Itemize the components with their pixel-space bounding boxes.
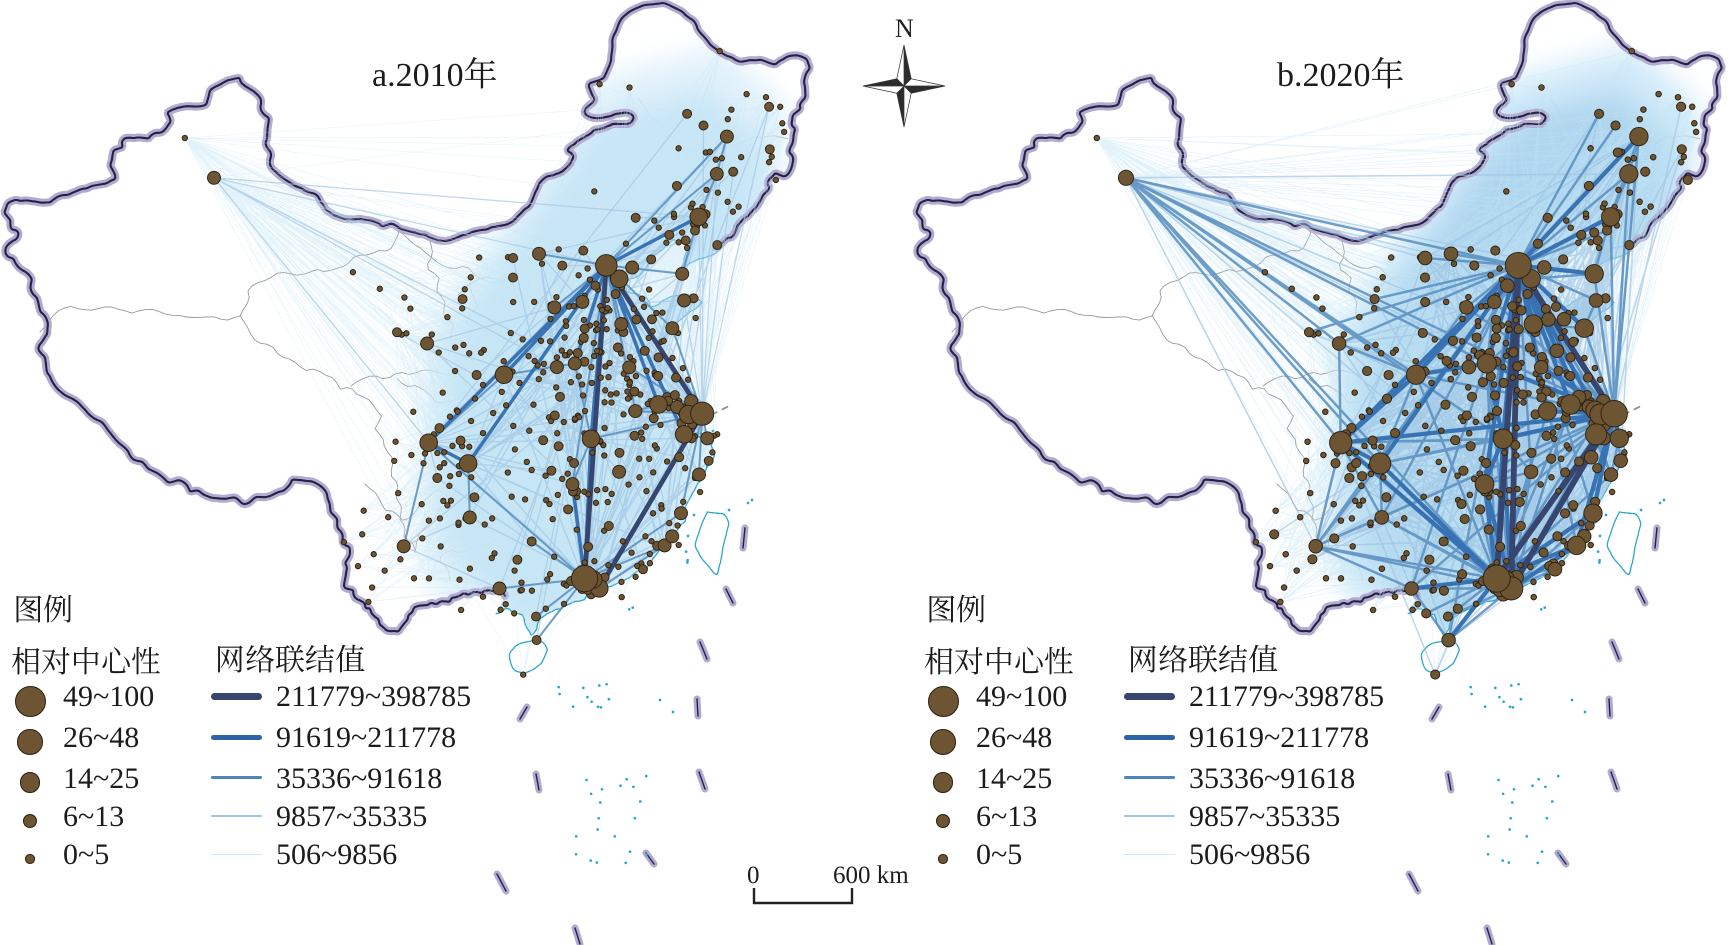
- centrality-symbol-a-1: [17, 729, 43, 755]
- centrality-label-b-2: 14~25: [976, 761, 1053, 795]
- link-label-a-3: 9857~35335: [276, 800, 428, 833]
- legend-centrality-title-b: 相对中心性: [924, 646, 1074, 679]
- nine-dash-core: [1431, 706, 1440, 720]
- legend-link-title-b: 网络联结值: [1128, 644, 1278, 677]
- centrality-label-b-4: 0~5: [976, 838, 1023, 871]
- nine-dash-core: [725, 588, 734, 604]
- city-nodes-2010: [181, 48, 788, 678]
- centrality-symbol-b-4: [938, 854, 948, 864]
- province-boundary: [39, 305, 241, 333]
- legend-title-a: 图例: [13, 594, 73, 627]
- link-symbol-b-0: [1124, 692, 1175, 700]
- scalebar-end-label: 600 km: [833, 862, 909, 889]
- link-symbol-a-2: [211, 776, 262, 779]
- nine-dash-core: [519, 706, 528, 720]
- nine-dash-core: [535, 773, 540, 791]
- city-nodes-2020: [1093, 47, 1700, 680]
- link-symbol-b-4: [1124, 853, 1175, 855]
- taiwan-island: [1606, 511, 1642, 576]
- centrality-symbol-b-3: [935, 813, 951, 829]
- link-label-b-3: 9857~35335: [1189, 800, 1341, 833]
- compass-rose: [862, 44, 946, 128]
- centrality-label-a-4: 0~5: [63, 838, 110, 871]
- link-label-b-1: 91619~211778: [1189, 721, 1370, 754]
- scalebar-bracket: [752, 888, 854, 905]
- national-border: [915, 1, 1723, 633]
- centrality-symbol-b-2: [932, 772, 954, 793]
- link-symbol-b-2: [1124, 776, 1175, 779]
- centrality-symbol-b-1: [930, 729, 956, 755]
- legend-centrality-title-a: 相对中心性: [11, 646, 161, 679]
- scalebar-zero-label: 0: [747, 862, 760, 889]
- link-label-b-2: 35336~91618: [1189, 761, 1356, 795]
- taiwan-island: [694, 511, 730, 576]
- link-symbol-a-1: [211, 734, 262, 740]
- link-symbol-a-0: [211, 692, 262, 700]
- link-symbol-b-3: [1124, 815, 1175, 817]
- centrality-symbol-a-4: [25, 854, 35, 864]
- province-boundary: [239, 230, 400, 317]
- nine-dash-core: [574, 927, 581, 945]
- link-symbol-a-3: [211, 815, 262, 817]
- centrality-label-b-1: 26~48: [976, 721, 1053, 754]
- compass-north-label: N: [895, 14, 914, 43]
- nine-dash-core: [1654, 527, 1658, 549]
- panel-title-2020: b.2020年: [1277, 57, 1405, 94]
- link-label-b-4: 506~9856: [1189, 838, 1311, 871]
- nine-dash-core: [1637, 588, 1646, 604]
- nine-dash-core: [1447, 773, 1452, 791]
- nine-dash-core: [699, 641, 708, 660]
- nine-dash-core: [696, 698, 699, 717]
- nine-dash-core: [1611, 641, 1620, 660]
- centrality-label-a-2: 14~25: [63, 761, 140, 795]
- centrality-label-b-0: 49~100: [976, 680, 1068, 713]
- panel-title-2010: a.2010年: [372, 57, 498, 94]
- centrality-label-a-3: 6~13: [63, 800, 125, 833]
- nine-dash-core: [742, 527, 746, 549]
- nine-dash-core: [1610, 771, 1618, 790]
- centrality-symbol-a-2: [19, 772, 41, 793]
- hainan-island: [508, 640, 548, 674]
- link-label-a-0: 211779~398785: [276, 680, 472, 713]
- link-label-a-2: 35336~91618: [276, 761, 443, 795]
- nine-dash-core: [1486, 927, 1493, 945]
- link-symbol-b-1: [1124, 734, 1175, 740]
- nine-dash-core: [1408, 873, 1419, 892]
- centrality-symbol-a-3: [22, 813, 38, 829]
- centrality-label-a-0: 49~100: [63, 680, 155, 713]
- legend-link-title-a: 网络联结值: [215, 644, 365, 677]
- province-boundary: [1151, 230, 1312, 317]
- link-label-a-1: 91619~211778: [276, 721, 457, 754]
- link-label-b-0: 211779~398785: [1189, 680, 1385, 713]
- nine-dash-core: [1608, 698, 1611, 717]
- centrality-symbol-b-0: [927, 685, 959, 717]
- nine-dash-core: [496, 873, 507, 892]
- national-border: [3, 1, 811, 633]
- island-dots: [557, 429, 754, 865]
- province-boundary: [951, 305, 1153, 333]
- nine-dash-core: [698, 771, 706, 790]
- map-panel-2010: [0, 0, 814, 945]
- centrality-label-a-1: 26~48: [63, 721, 140, 754]
- centrality-symbol-a-0: [14, 685, 46, 717]
- legend-title-b: 图例: [926, 594, 986, 627]
- link-symbol-a-4: [211, 853, 262, 855]
- centrality-label-b-3: 6~13: [976, 800, 1038, 833]
- link-label-a-4: 506~9856: [276, 838, 398, 871]
- map-panel-2020: [912, 0, 1726, 945]
